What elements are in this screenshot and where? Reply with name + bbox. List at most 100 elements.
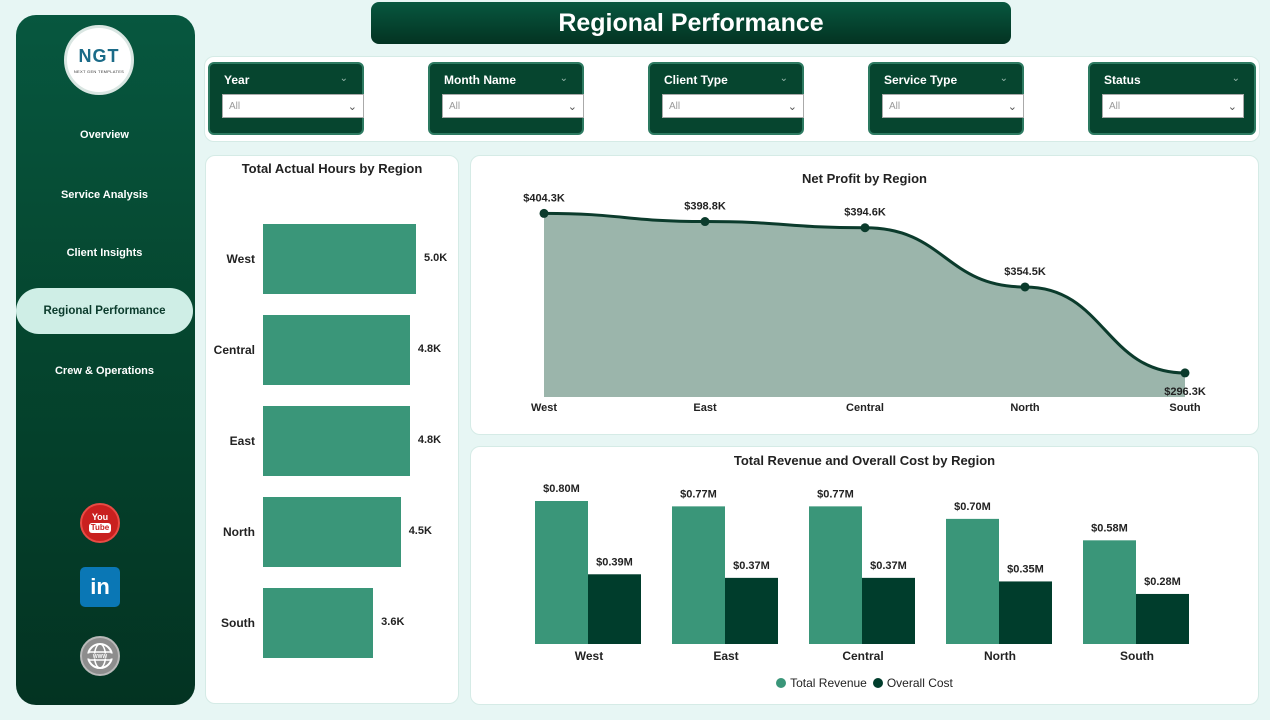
profit-point-east[interactable] xyxy=(700,217,710,227)
service-type-slicer[interactable]: Service Type ⌄ All ⌄ xyxy=(868,62,1024,135)
chevron-down-icon: ⌄ xyxy=(787,100,797,113)
profit-x-tick-label: Central xyxy=(846,402,884,414)
revenue-bar-central[interactable] xyxy=(809,506,862,644)
chevron-down-icon[interactable]: ⌄ xyxy=(339,73,348,84)
month-name-dropdown[interactable]: All ⌄ xyxy=(442,94,584,118)
website-globe-icon[interactable]: WWW xyxy=(80,636,120,676)
hours-chart-title: Total Actual Hours by Region xyxy=(241,161,423,176)
sidebar: NGT NEXT GEN TEMPLATES Overview Service … xyxy=(16,15,195,705)
hours-bar-south[interactable] xyxy=(263,588,374,658)
chevron-down-icon[interactable]: ⌄ xyxy=(779,73,788,84)
logo-mark: NGT xyxy=(78,46,120,66)
status-slicer-title: Status xyxy=(1104,73,1141,87)
cost-bar-south[interactable] xyxy=(1136,593,1189,644)
client-type-slicer[interactable]: Client Type ⌄ All ⌄ xyxy=(648,62,804,135)
revenue-cost-data-label: $0.80M xyxy=(543,483,580,495)
legend-label: Total Revenue xyxy=(790,676,867,690)
revenue-cost-data-label: $0.77M xyxy=(817,488,854,500)
revenue-x-tick-label: East xyxy=(713,649,738,663)
profit-point-central[interactable] xyxy=(860,223,870,233)
youtube-icon[interactable]: You Tube xyxy=(80,503,120,543)
chevron-down-icon[interactable]: ⌄ xyxy=(999,73,1008,84)
profit-data-label: $394.6K xyxy=(844,207,886,219)
hours-bar-west[interactable] xyxy=(263,224,416,294)
service-type-dropdown[interactable]: All ⌄ xyxy=(882,94,1024,118)
revenue-bar-east[interactable] xyxy=(672,506,725,644)
client-type-dropdown-value: All xyxy=(669,100,681,112)
hours-data-label: 4.8K xyxy=(417,434,442,446)
hours-data-label: 4.8K xyxy=(417,343,442,355)
revenue-cost-data-label: $0.58M xyxy=(1091,522,1128,534)
chevron-down-icon: ⌄ xyxy=(567,100,577,113)
profit-data-label: $404.3K xyxy=(523,192,565,204)
profit-x-tick-label: East xyxy=(693,402,717,414)
revenue-x-tick-label: West xyxy=(575,649,603,663)
profit-data-label: $354.5K xyxy=(1004,266,1046,278)
month-name-slicer-title: Month Name xyxy=(444,73,516,87)
status-dropdown[interactable]: All ⌄ xyxy=(1102,94,1244,118)
profit-point-north[interactable] xyxy=(1020,282,1030,292)
hours-category-label: North xyxy=(223,525,255,539)
sidebar-item-crew-operations[interactable]: Crew & Operations xyxy=(54,365,155,377)
year-dropdown[interactable]: All ⌄ xyxy=(222,94,364,118)
year-slicer[interactable]: Year ⌄ All ⌄ xyxy=(208,62,364,135)
profit-x-tick-label: West xyxy=(531,402,557,414)
profit-chart-title: Net Profit by Region xyxy=(802,171,927,186)
hours-data-label: 4.5K xyxy=(408,525,432,537)
revenue-bar-south[interactable] xyxy=(1083,540,1136,644)
hours-category-label: South xyxy=(221,616,255,630)
chevron-down-icon: ⌄ xyxy=(1227,100,1237,113)
status-slicer[interactable]: Status ⌄ All ⌄ xyxy=(1088,62,1256,135)
chevron-down-icon[interactable]: ⌄ xyxy=(559,73,568,84)
profit-x-tick-label: South xyxy=(1169,402,1200,414)
sidebar-item-overview[interactable]: Overview xyxy=(80,129,129,141)
sidebar-item-service-analysis[interactable]: Service Analysis xyxy=(60,189,149,201)
revenue-cost-data-label: $0.37M xyxy=(870,560,907,572)
hours-data-label: 3.6K xyxy=(381,616,405,628)
year-dropdown-value: All xyxy=(229,100,241,112)
linkedin-icon[interactable]: in xyxy=(80,567,120,607)
service-type-dropdown-value: All xyxy=(889,100,901,112)
revenue-chart-title: Total Revenue and Overall Cost by Region xyxy=(733,453,996,468)
hours-bar-east[interactable] xyxy=(263,406,410,476)
revenue-bar-west[interactable] xyxy=(535,501,588,644)
client-type-slicer-title: Client Type xyxy=(664,73,728,87)
profit-point-west[interactable] xyxy=(539,208,549,218)
legend-item-total-revenue[interactable]: Total Revenue xyxy=(776,676,867,690)
hours-bar-central[interactable] xyxy=(263,315,410,385)
logo-subtitle: NEXT GEN TEMPLATES xyxy=(73,69,125,74)
cost-bar-central[interactable] xyxy=(862,577,915,644)
youtube-icon-text: You xyxy=(91,512,109,522)
revenue-cost-data-label: $0.35M xyxy=(1007,563,1044,575)
revenue-bar-north[interactable] xyxy=(946,518,999,644)
ngt-logo[interactable]: NGT NEXT GEN TEMPLATES xyxy=(64,25,134,95)
filter-strip: Year ⌄ All ⌄ Month Name ⌄ All ⌄ Client T… xyxy=(204,56,1260,142)
revenue-x-tick-label: North xyxy=(984,649,1016,663)
chevron-down-icon[interactable]: ⌄ xyxy=(1231,73,1240,84)
client-type-dropdown[interactable]: All ⌄ xyxy=(662,94,804,118)
revenue-cost-data-label: $0.77M xyxy=(680,488,717,500)
profit-point-south[interactable] xyxy=(1180,368,1190,378)
profit-data-label: $296.3K xyxy=(1164,386,1206,398)
revenue-cost-data-label: $0.39M xyxy=(596,556,633,568)
hours-bar-north[interactable] xyxy=(263,497,401,567)
profit-line xyxy=(543,211,1186,375)
revenue-cost-legend: Total Revenue Overall Cost xyxy=(470,676,1259,690)
cost-bar-east[interactable] xyxy=(725,577,778,644)
month-name-slicer[interactable]: Month Name ⌄ All ⌄ xyxy=(428,62,584,135)
revenue-x-tick-label: South xyxy=(1120,649,1154,663)
hours-category-label: Central xyxy=(213,343,255,357)
sidebar-item-regional-performance[interactable]: Regional Performance xyxy=(16,288,193,334)
revenue-cost-data-label: $0.37M xyxy=(733,560,770,572)
page-title: Regional Performance xyxy=(371,2,1011,44)
sidebar-item-client-insights[interactable]: Client Insights xyxy=(66,247,143,259)
cost-bar-west[interactable] xyxy=(588,574,641,644)
legend-item-overall-cost[interactable]: Overall Cost xyxy=(872,676,953,690)
profit-x-tick-label: North xyxy=(1010,402,1040,414)
hours-category-label: West xyxy=(226,252,255,266)
svg-text:WWW: WWW xyxy=(93,654,107,660)
profit-data-label: $398.8K xyxy=(684,201,726,213)
youtube-icon-tube: Tube xyxy=(88,523,112,533)
cost-bar-north[interactable] xyxy=(999,581,1052,644)
service-type-slicer-title: Service Type xyxy=(884,73,958,87)
